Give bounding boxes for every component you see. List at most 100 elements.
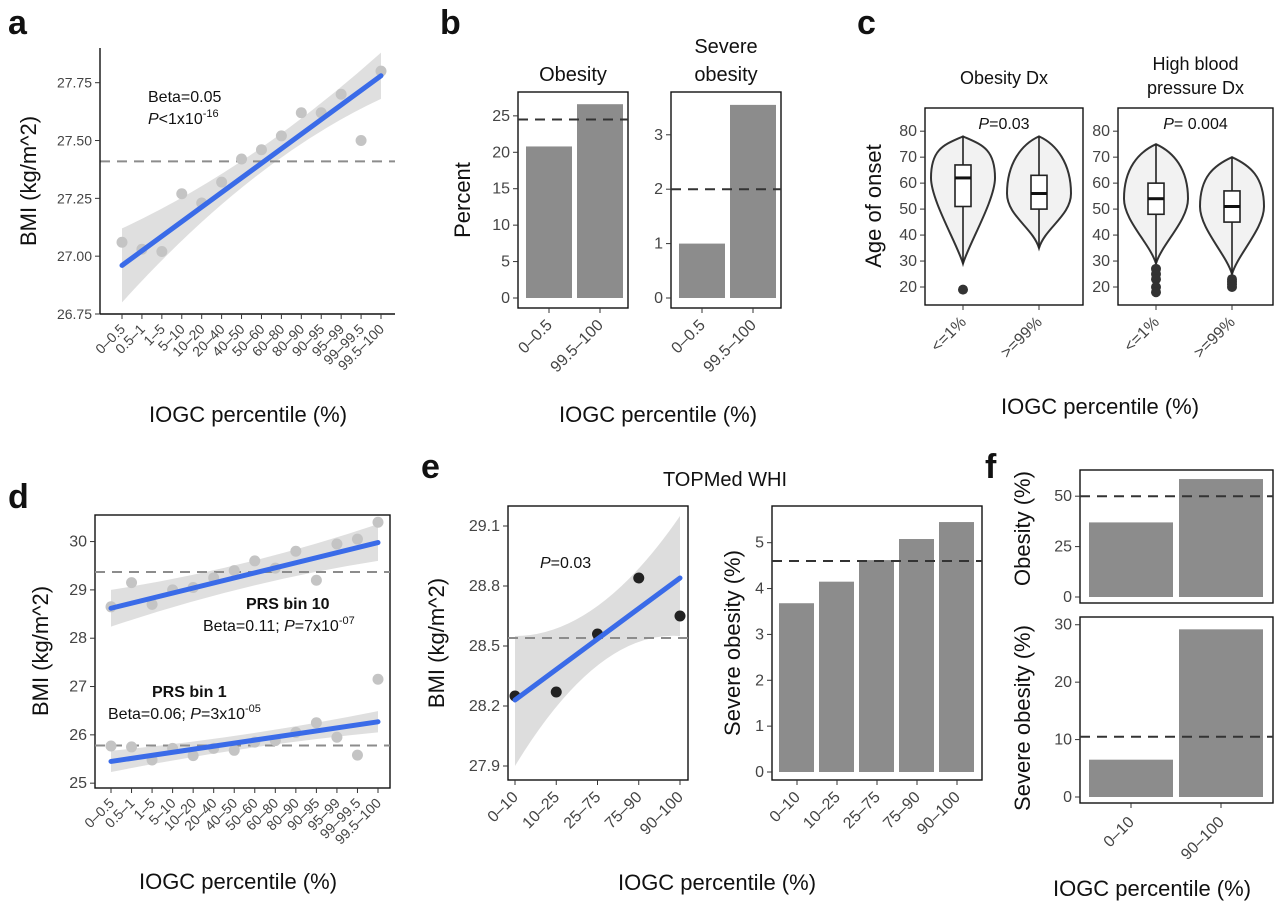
- d-prs1-annotation: Beta=0.06; P=3x10-05: [108, 703, 261, 723]
- b-x-tick-label: 0–0.5: [668, 317, 708, 357]
- f-x-axis-title: IOGC percentile (%): [1053, 876, 1251, 901]
- d-y-axis-title: BMI (kg/m^2): [28, 586, 53, 716]
- d-y-tick-label: 29: [69, 582, 87, 599]
- e-right-y-tick-label: 0: [755, 764, 764, 781]
- f-bar: [1179, 479, 1263, 597]
- d-point: [249, 555, 261, 567]
- a-point: [156, 246, 168, 258]
- c-y-0-tick-label: 60: [899, 175, 917, 192]
- e-bar: [899, 539, 934, 772]
- d-point: [351, 749, 363, 761]
- e-point: [674, 610, 686, 622]
- c-outlier: [958, 284, 968, 295]
- b-bar: [730, 104, 776, 298]
- d-point: [228, 565, 240, 577]
- c-y-0-tick-label: 20: [899, 279, 917, 296]
- f-y-0-tick-label: 0: [1063, 589, 1072, 606]
- e-bar: [819, 581, 854, 772]
- c-y-1-tick-label: 30: [1092, 253, 1110, 270]
- a-y-tick-label: 27.25: [57, 190, 92, 206]
- f-facet-frame: [1079, 469, 1274, 604]
- e-x-tick-label: 0–10: [485, 789, 522, 826]
- d-series-label-prs10: PRS bin 10: [246, 596, 330, 613]
- d-x-axis-title: IOGC percentile (%): [139, 869, 337, 894]
- d-point: [146, 598, 158, 610]
- d-point: [331, 731, 343, 743]
- f-x-tick-label: 0–10: [1101, 814, 1138, 851]
- e-right-x-tick-label: 25–75: [840, 789, 884, 833]
- b-y-tick-label: 5: [501, 254, 510, 271]
- c-p-annotation: P=0.03: [978, 116, 1029, 133]
- e-bar: [939, 522, 974, 772]
- a-y-tick-label: 27.00: [57, 248, 92, 264]
- b-y-tick-label: 10: [492, 217, 510, 234]
- c-y-0-tick-label: 30: [899, 253, 917, 270]
- e-left-y-tick-label: 28.5: [469, 638, 500, 655]
- c-facet-title: High blood: [1152, 54, 1238, 74]
- a-y-tick-label: 27.50: [57, 133, 92, 149]
- b-y-tick-label: 3: [654, 127, 663, 144]
- c-box: [954, 164, 972, 208]
- e-x-tick-label: 25–75: [561, 789, 605, 833]
- f-y-1-tick-label: 20: [1054, 674, 1072, 691]
- e-p-annotation: P=0.03: [540, 555, 591, 572]
- e-right-y-axis-title: Severe obesity (%): [720, 550, 745, 736]
- b-bar: [577, 104, 623, 298]
- f-y-1-tick-label: 0: [1063, 789, 1072, 806]
- b-facet-title: Obesity: [539, 64, 607, 86]
- e-right-y-tick-label: 1: [755, 718, 764, 735]
- e-x-tick-label: 10–25: [520, 789, 564, 833]
- f-y-1-tick-label: 30: [1054, 617, 1072, 634]
- c-facet-frame: [1117, 107, 1274, 306]
- panel-letter-f: f: [985, 448, 997, 486]
- f-y-1-tick-label: 10: [1054, 732, 1072, 749]
- a-point: [236, 153, 248, 165]
- c-x-tick-label: >=99%: [998, 314, 1046, 362]
- a-point: [375, 65, 387, 77]
- a-fit-line: [119, 73, 384, 268]
- b-y-tick-label: 0: [654, 290, 663, 307]
- b-bar: [679, 243, 725, 298]
- d-point: [290, 545, 302, 557]
- c-facet-title: pressure Dx: [1147, 78, 1244, 98]
- a-beta-annotation: Beta=0.05: [148, 89, 222, 106]
- b-y-tick-label: 0: [501, 290, 510, 307]
- a-point: [255, 144, 267, 156]
- e-right-y-tick-label: 3: [755, 626, 764, 643]
- b-facet-title: obesity: [694, 64, 757, 86]
- e-left-y-tick-label: 29.1: [469, 518, 500, 535]
- a-y-tick-label: 26.75: [57, 306, 92, 322]
- d-fit-line: [108, 540, 381, 611]
- b-bar: [526, 146, 572, 298]
- c-x-axis-title: IOGC percentile (%): [1001, 394, 1199, 419]
- c-outlier: [1151, 274, 1161, 285]
- f-y-0-tick-label: 50: [1054, 488, 1072, 505]
- d-point: [372, 516, 384, 528]
- d-point: [126, 741, 138, 753]
- a-point: [295, 107, 307, 119]
- e-right-y-tick-label: 4: [755, 581, 764, 598]
- c-x-tick-label: <=1%: [1121, 314, 1163, 356]
- d-point: [187, 750, 199, 762]
- e-x-axis-title: IOGC percentile (%): [618, 870, 816, 895]
- d-point: [105, 740, 117, 752]
- b-x-tick-label: 99.5–100: [548, 317, 607, 376]
- f-facet-frame: [1079, 616, 1274, 804]
- f-x-tick-label: 90–100: [1178, 814, 1228, 864]
- b-facet-frame: [670, 91, 782, 309]
- a-p-annotation: P<1x10-16: [148, 108, 219, 128]
- a-point: [355, 135, 367, 147]
- e-title: TOPMed WHI: [663, 469, 787, 491]
- f-bar: [1089, 759, 1173, 797]
- f-y-0-tick-label: 25: [1054, 539, 1072, 556]
- d-y-tick-label: 26: [69, 727, 87, 744]
- b-y-tick-label: 15: [492, 181, 510, 198]
- b-y-tick-label: 20: [492, 144, 510, 161]
- e-left-y-axis-title: BMI (kg/m^2): [424, 578, 449, 708]
- c-y-1-tick-label: 20: [1092, 279, 1110, 296]
- c-y-axis-title: Age of onset: [861, 144, 886, 268]
- d-series-label-prs1: PRS bin 1: [152, 684, 227, 701]
- e-bar: [779, 603, 814, 772]
- f-y-axis-title: Obesity (%): [1010, 471, 1035, 586]
- d-prs10-annotation: Beta=0.11; P=7x10-07: [203, 615, 355, 635]
